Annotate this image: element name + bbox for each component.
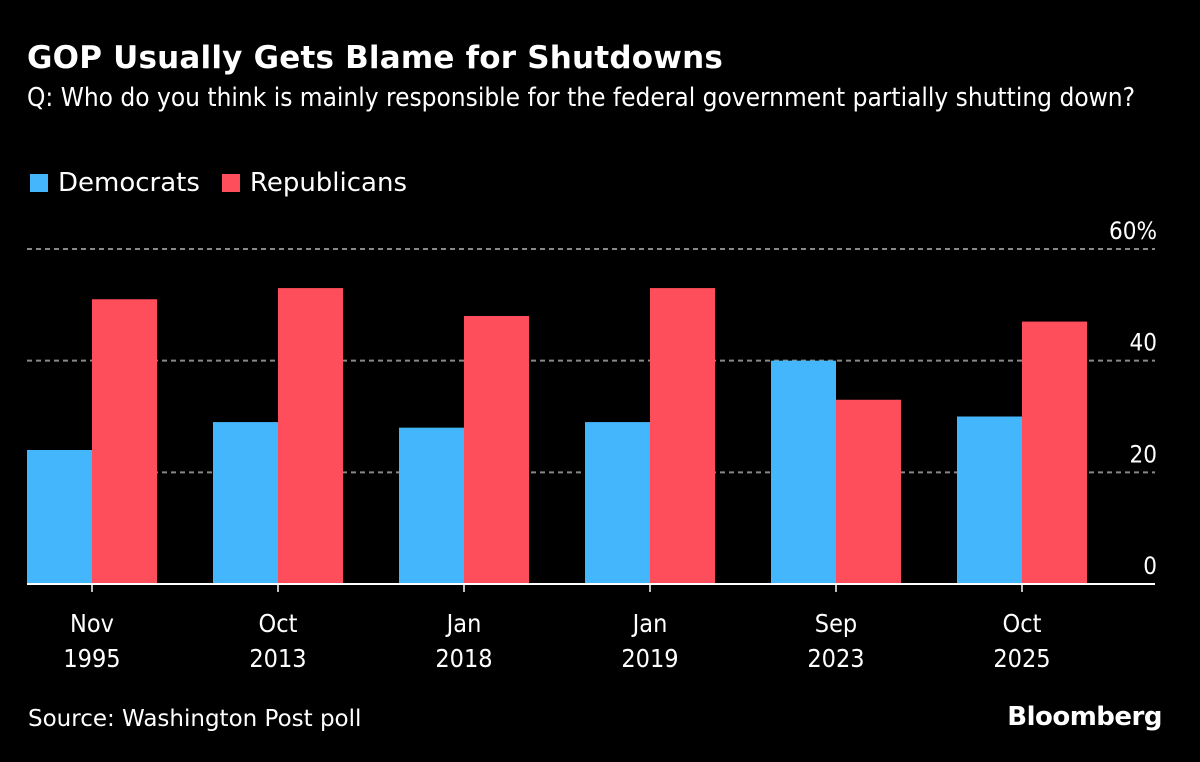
y-tick-label: 40 — [1130, 329, 1157, 357]
legend-swatch-democrats — [30, 174, 48, 192]
x-tick-label: Oct — [1003, 609, 1042, 638]
y-tick-label: 20 — [1130, 440, 1157, 468]
source-note: Source: Washington Post poll — [28, 706, 362, 732]
legend-label-democrats: Democrats — [58, 168, 200, 198]
x-tick-label: 2023 — [807, 644, 864, 673]
x-tick-label: Oct — [259, 609, 298, 638]
chart-subtitle: Q: Who do you think is mainly responsibl… — [27, 83, 1135, 113]
x-tick-label: Jan — [631, 609, 668, 638]
bar-democrats — [27, 450, 92, 584]
bar-democrats — [771, 360, 836, 584]
x-tick-label: Nov — [70, 609, 114, 638]
legend-swatch-republicans — [221, 174, 240, 192]
bar-republicans — [1022, 321, 1087, 584]
bar-democrats — [399, 427, 464, 584]
x-tick-label: Jan — [445, 609, 482, 638]
legend-label-republicans: Republicans — [249, 168, 408, 198]
x-tick-label: 2013 — [249, 644, 306, 673]
bar-republicans — [92, 299, 157, 584]
bar-republicans — [464, 316, 529, 584]
bar-democrats — [585, 422, 650, 584]
x-tick-label: 2018 — [435, 644, 492, 673]
chart-title: GOP Usually Gets Blame for Shutdowns — [27, 40, 723, 76]
x-tick-label: 2025 — [993, 644, 1050, 673]
y-tick-label: 60% — [1109, 217, 1157, 245]
legend: Democrats Republicans — [30, 168, 429, 198]
legend-item-republicans: Republicans — [221, 168, 408, 198]
bar-democrats — [213, 422, 278, 584]
legend-item-democrats: Democrats — [30, 168, 200, 198]
y-tick-label: 0 — [1143, 552, 1157, 580]
bloomberg-logo: Bloomberg — [1007, 702, 1162, 732]
x-tick-label: Sep — [815, 609, 857, 638]
bar-republicans — [278, 288, 343, 584]
bar-republicans — [836, 399, 901, 584]
x-tick-label: 1995 — [63, 644, 120, 673]
bar-democrats — [957, 416, 1022, 584]
bar-republicans — [650, 288, 715, 584]
x-tick-label: 2019 — [621, 644, 678, 673]
